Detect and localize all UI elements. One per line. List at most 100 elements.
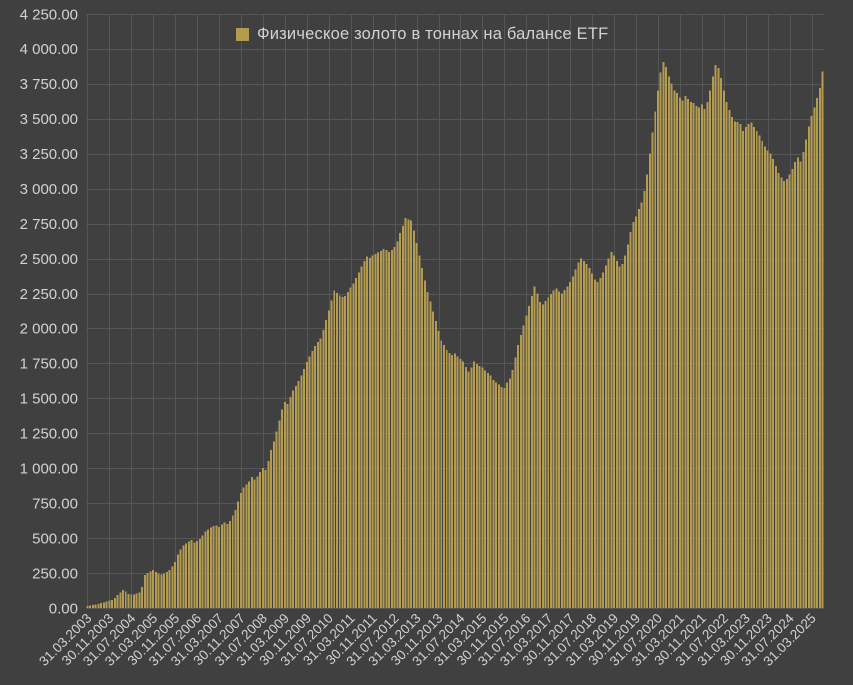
bar [207,529,210,608]
bar [692,103,695,609]
bar [281,409,284,608]
y-tick-label: 500.00 [32,530,78,547]
bar [821,71,824,608]
bar [709,90,712,609]
y-tick-label: 2 000.00 [20,321,78,338]
bar [774,166,777,608]
bar [753,126,755,609]
bar [626,244,629,608]
bar [322,329,325,608]
bar [212,526,215,608]
bar [651,132,654,608]
bar [355,277,358,608]
bar [418,255,421,608]
bar [89,605,92,608]
bar [733,121,736,608]
bar [763,146,766,608]
bar [360,266,363,608]
bar [555,288,558,608]
bar [377,252,380,608]
bar [132,594,135,608]
bar [742,131,745,608]
bar [637,209,640,609]
bar [368,257,371,608]
bar [646,174,648,608]
bar [336,292,338,608]
y-tick-label: 0.00 [49,600,78,617]
bar [687,98,690,608]
bar [344,296,347,608]
bar [168,569,171,608]
bar [453,353,456,608]
bar [198,539,201,608]
y-tick-label: 4 000.00 [20,41,78,58]
bar [459,358,462,608]
bar [517,344,520,608]
bar [621,263,624,608]
bar [698,107,701,609]
bar [349,287,352,608]
bar [201,535,204,608]
y-tick-label: 2 250.00 [20,286,78,303]
bar [215,525,218,608]
bar [429,301,432,608]
bar [632,221,635,608]
legend-series-swatch-icon [236,28,249,41]
bar [152,569,155,608]
bar [163,573,166,608]
bar [242,487,245,608]
bar [292,390,295,608]
bar [585,263,588,608]
bar [769,153,772,609]
bar [711,76,714,609]
bar [544,301,547,608]
bar [791,168,794,609]
bar [111,599,114,608]
bar [196,541,199,608]
bar [495,382,498,608]
bar [758,135,761,608]
bar [648,153,651,609]
y-tick-label: 3 750.00 [20,76,78,93]
bar [256,476,259,608]
bar [385,250,388,608]
bar [473,361,476,608]
bar [245,484,248,608]
bar [492,379,495,608]
bar [319,338,322,608]
bar [264,470,267,608]
bar [149,571,152,608]
bar [560,293,563,608]
bar [810,116,813,609]
bar [388,252,391,608]
bar [673,90,676,609]
bar [541,304,544,608]
bar [456,356,459,608]
chart-legend: Физическое золото в тоннах на балансе ET… [236,25,608,44]
bar [783,181,786,608]
bar [794,161,797,608]
bar [607,258,610,608]
bar [300,375,303,608]
x-axis-labels: 31.03.200330.11.200331.07.200431.03.2005… [36,610,819,669]
bar [127,594,130,608]
bar [667,76,670,609]
bar [725,101,728,609]
bar [185,543,188,608]
bar [599,277,602,608]
bar [676,92,679,609]
bar [160,574,163,608]
bar [640,202,643,608]
bar [593,279,596,608]
bar [401,226,404,608]
bar [314,345,317,608]
bar [659,72,662,609]
bar [462,361,465,608]
bar [407,219,410,608]
bar [182,545,185,608]
bar [550,294,552,608]
bar [772,159,775,608]
bar [717,67,720,608]
